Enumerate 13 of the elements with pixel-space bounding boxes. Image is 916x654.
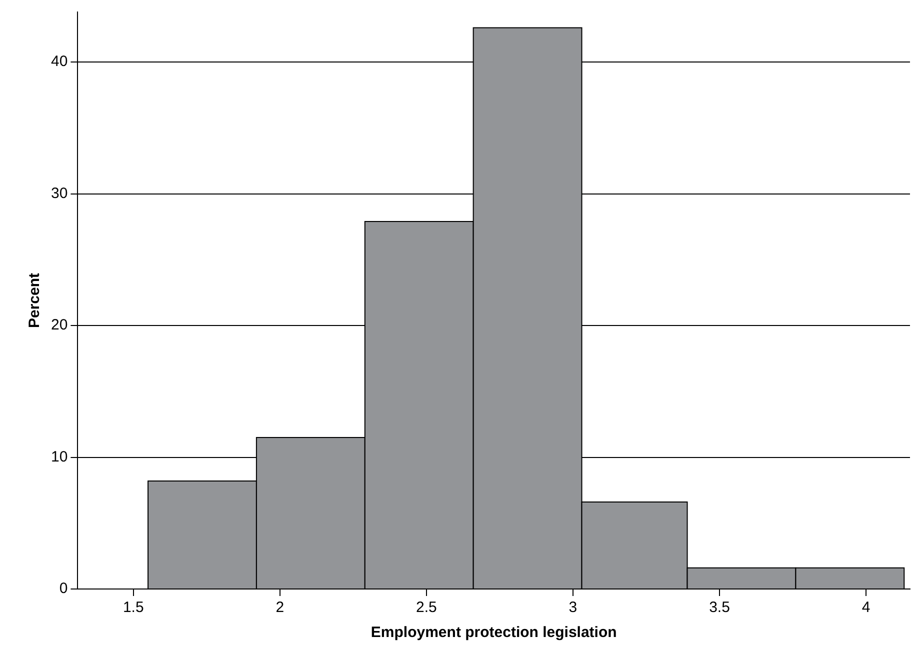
x-tick-label: 3.5 bbox=[709, 599, 730, 616]
y-tick-label: 40 bbox=[50, 53, 68, 70]
y-axis-title: Percent bbox=[26, 272, 44, 328]
x-tick-label: 2 bbox=[276, 599, 284, 616]
y-tick-label: 10 bbox=[50, 448, 68, 466]
y-tick-label: 20 bbox=[50, 316, 68, 334]
x-tick-label: 3 bbox=[568, 599, 578, 616]
y-tick-label: 30 bbox=[50, 184, 68, 202]
y-tick-label: 0 bbox=[59, 580, 68, 598]
x-tick-label: 4 bbox=[862, 599, 870, 616]
x-tick-label: 2.5 bbox=[416, 599, 437, 616]
x-axis-title: Employment protection legislation bbox=[370, 624, 617, 642]
x-tick-label: 1.5 bbox=[122, 599, 144, 616]
